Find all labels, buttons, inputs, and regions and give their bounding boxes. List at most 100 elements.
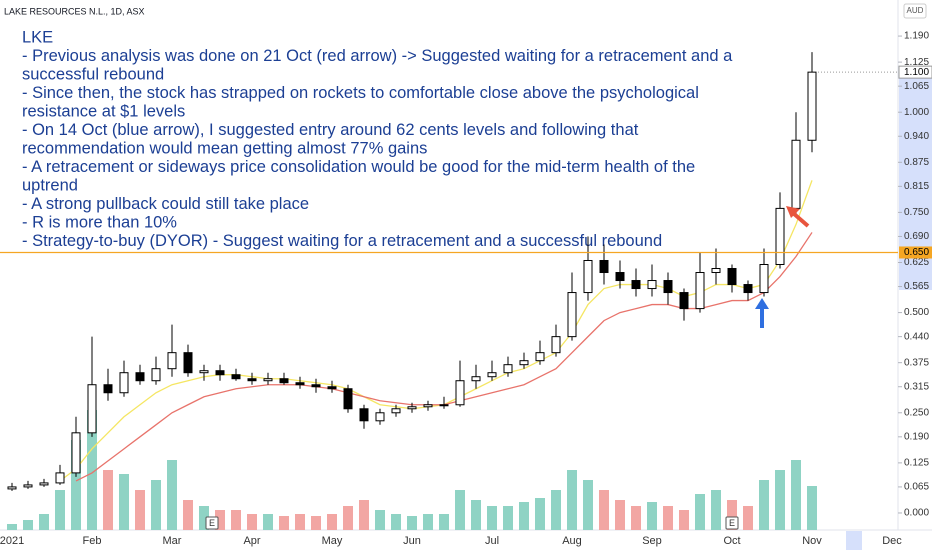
x-tick-label: Nov xyxy=(802,535,822,547)
annotation-line: resistance at $1 levels xyxy=(22,102,185,120)
volume-bar xyxy=(55,490,65,530)
candle-body xyxy=(375,412,385,422)
annotation-line: - A retracement or sideways price consol… xyxy=(22,158,695,176)
event-marker-box xyxy=(725,516,739,530)
candle-body xyxy=(743,284,753,294)
annotation-line: uptrend xyxy=(22,176,78,194)
x-tick-label: Jul xyxy=(485,535,499,547)
volume-bar xyxy=(311,516,321,530)
candle-body xyxy=(567,292,577,338)
y-tick-label: 0.315 xyxy=(904,381,929,392)
annotation-line: - Strategy-to-buy (DYOR) - Suggest waiti… xyxy=(22,232,662,250)
candle-body xyxy=(695,272,705,310)
volume-bar xyxy=(247,514,257,530)
x-tick-label: Dec xyxy=(882,535,902,547)
event-marker-box xyxy=(205,516,219,530)
horizontal-line-label-box xyxy=(899,246,932,259)
volume-bar xyxy=(343,506,353,530)
volume-bar xyxy=(215,510,225,530)
candle-body xyxy=(199,370,209,374)
red-arrow xyxy=(786,206,810,228)
y-tick-label: 0.940 xyxy=(904,131,929,142)
event-marker: E xyxy=(209,518,215,528)
x-tick-label: Feb xyxy=(83,535,102,547)
candle-body xyxy=(247,378,257,382)
candle-body xyxy=(727,268,737,286)
candle-body xyxy=(39,482,49,486)
event-marker: E xyxy=(729,518,735,528)
candle-body xyxy=(503,364,513,374)
y-tick-label: 0.875 xyxy=(904,157,929,168)
candle-body xyxy=(775,207,785,265)
x-tick-label: 2021 xyxy=(0,535,24,547)
volume-bar xyxy=(791,460,801,530)
candle-body xyxy=(23,484,33,488)
volume-bar xyxy=(231,510,241,530)
y-tick-label: 0.815 xyxy=(904,181,929,192)
volume-bar xyxy=(199,506,209,530)
annotation-line: - Since then, the stock has strapped on … xyxy=(22,84,699,102)
candle-body xyxy=(167,352,177,370)
y-tick-label: 1.065 xyxy=(904,81,929,92)
blue-arrow xyxy=(755,298,769,328)
candle-body xyxy=(807,71,817,141)
x-tick-label: May xyxy=(322,535,343,547)
candle-body xyxy=(279,378,289,384)
annotation-line: - On 14 Oct (blue arrow), I suggested en… xyxy=(22,121,639,139)
volume-bar xyxy=(135,490,145,530)
candle-body xyxy=(583,259,593,294)
candle-body xyxy=(263,378,273,382)
annotation-line: successful rebound xyxy=(22,65,164,83)
volume-bar xyxy=(327,514,337,530)
volume-bar xyxy=(599,490,609,530)
volume-bar xyxy=(551,490,561,530)
candle-body xyxy=(359,408,369,422)
x-tick-label: Oct xyxy=(723,535,740,547)
y-tick-label: 0.250 xyxy=(904,407,929,418)
candle-body xyxy=(759,264,769,294)
currency-box xyxy=(903,3,927,19)
volume-bar xyxy=(423,514,433,530)
volume-bar xyxy=(807,486,817,530)
volume-bar xyxy=(695,494,705,530)
volume-bar xyxy=(23,520,33,530)
y-tick-label: 1.125 xyxy=(904,57,929,68)
y-tick-label: 0.125 xyxy=(904,458,929,469)
volume-bar xyxy=(567,470,577,530)
annotation-line: LKE xyxy=(22,28,53,46)
candle-body xyxy=(487,372,497,378)
y-tick-label: 0.750 xyxy=(904,207,929,218)
candle-body xyxy=(679,292,689,310)
y-tick-label: 0.000 xyxy=(904,508,929,519)
volume-bar xyxy=(183,500,193,530)
candle-body xyxy=(439,404,449,407)
volume-bar xyxy=(7,524,17,530)
volume-bar xyxy=(503,506,513,530)
candle-body xyxy=(71,432,81,474)
volume-bar xyxy=(759,480,769,530)
volume-bar xyxy=(263,514,273,530)
annotation-line: recommendation would mean getting almost… xyxy=(22,139,427,157)
volume-bar xyxy=(87,410,97,530)
y-tick-label: 1.000 xyxy=(904,107,929,118)
x-tick-label: Aug xyxy=(562,535,582,547)
volume-bar xyxy=(455,490,465,530)
current-price-label: 1.100 xyxy=(904,67,929,78)
volume-bar xyxy=(535,498,545,530)
candle-body xyxy=(327,386,337,390)
chart-title: LAKE RESOURCES N.L., 1D, ASX xyxy=(4,6,145,16)
y-tick-label: 0.565 xyxy=(904,281,929,292)
x-tick-label: Mar xyxy=(163,535,182,547)
volume-bar xyxy=(167,460,177,530)
candle-body xyxy=(87,384,97,434)
candle-body xyxy=(791,139,801,209)
volume-bar xyxy=(391,514,401,530)
y-tick-label: 0.375 xyxy=(904,357,929,368)
annotation-line: - R is more than 10% xyxy=(22,213,177,231)
y-tick-label: 0.065 xyxy=(904,482,929,493)
candle-body xyxy=(519,360,529,366)
candle-body xyxy=(423,404,433,408)
y-tick-label: 0.440 xyxy=(904,331,929,342)
